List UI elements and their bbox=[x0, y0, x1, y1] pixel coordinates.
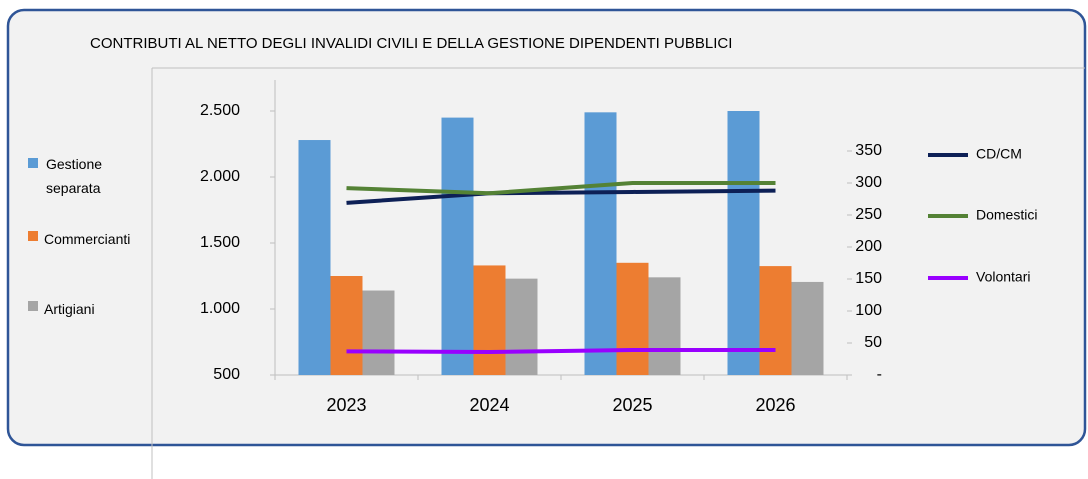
bar bbox=[441, 117, 474, 375]
bar bbox=[616, 262, 649, 375]
legend-label: Gestione separata bbox=[46, 156, 103, 196]
x-tick-label: 2023 bbox=[326, 395, 366, 415]
y2-tick-label: 350 bbox=[855, 142, 882, 159]
y2-tick-label: 100 bbox=[855, 302, 882, 319]
x-tick-label: 2025 bbox=[612, 395, 652, 415]
frame bbox=[6, 8, 1087, 447]
line-series bbox=[346, 181, 776, 196]
bar bbox=[473, 265, 506, 375]
chart-title: CONTRIBUTI AL NETTO DEGLI INVALIDI CIVIL… bbox=[90, 35, 732, 52]
legend-swatch bbox=[28, 301, 38, 311]
y-tick-label: 500 bbox=[213, 366, 240, 383]
y2-tick-label: 300 bbox=[855, 174, 882, 191]
bar bbox=[648, 277, 681, 375]
y2-tick-label: 250 bbox=[855, 206, 882, 223]
legend-label: Artigiani bbox=[44, 301, 95, 317]
y2-tick-label: - bbox=[877, 366, 882, 383]
line-series bbox=[346, 348, 776, 354]
x-tick-label: 2026 bbox=[755, 395, 795, 415]
legend-label: Volontari bbox=[976, 269, 1030, 285]
bar bbox=[584, 112, 617, 375]
bar bbox=[298, 140, 331, 375]
y2-tick-label: 150 bbox=[855, 270, 882, 287]
bar bbox=[759, 266, 792, 375]
bar bbox=[330, 276, 363, 375]
y-tick-label: 2.000 bbox=[200, 168, 240, 185]
legend-label: CD/CM bbox=[976, 146, 1022, 162]
legend-swatch bbox=[28, 158, 38, 168]
legend-label: Domestici bbox=[976, 207, 1037, 223]
y2-tick-label: 200 bbox=[855, 238, 882, 255]
bar bbox=[505, 278, 538, 375]
y-tick-label: 1.000 bbox=[200, 300, 240, 317]
bar bbox=[727, 111, 760, 375]
legend-swatch bbox=[28, 231, 38, 241]
bar bbox=[791, 281, 824, 375]
bar bbox=[362, 290, 395, 375]
y-tick-label: 2.500 bbox=[200, 102, 240, 119]
y-tick-label: 1.500 bbox=[200, 234, 240, 251]
x-tick-label: 2024 bbox=[469, 395, 509, 415]
y2-tick-label: 50 bbox=[864, 334, 882, 351]
line-series bbox=[346, 188, 776, 205]
legend-label: Commercianti bbox=[44, 231, 131, 247]
